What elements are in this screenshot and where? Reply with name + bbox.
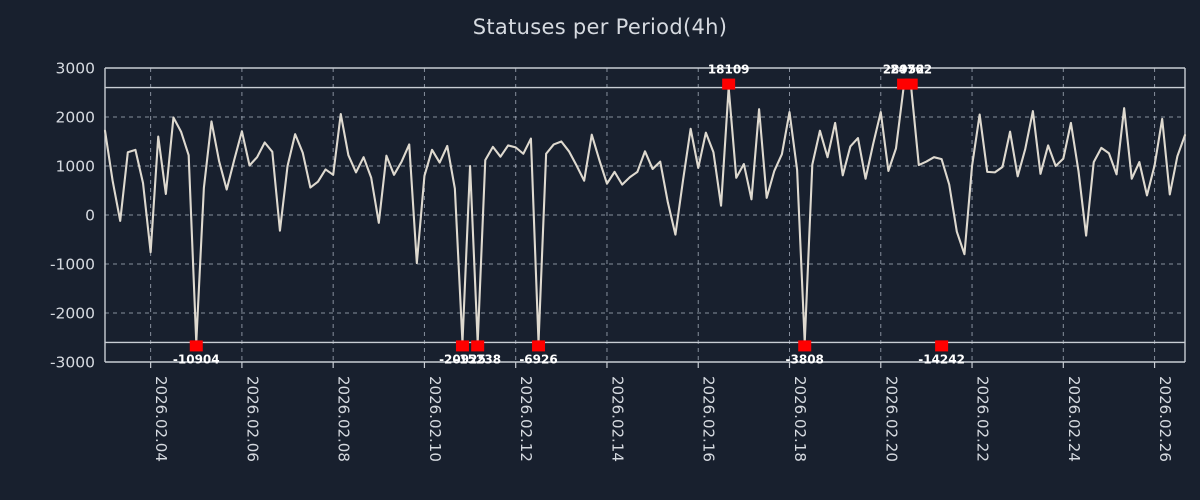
y-axis-tick-label: 2000 bbox=[56, 109, 95, 127]
outlier-value-label: -15238 bbox=[454, 352, 501, 366]
outlier-value-label: -6926 bbox=[519, 352, 557, 366]
y-axis-tick-label: -3000 bbox=[50, 354, 95, 372]
chart-title: Statuses per Period(4h) bbox=[472, 15, 728, 39]
outlier-value-label: -10904 bbox=[173, 352, 220, 366]
outlier-marker[interactable] bbox=[935, 340, 949, 352]
y-axis-tick-label: -2000 bbox=[50, 305, 95, 323]
x-axis-tick-label: 2026.02.16 bbox=[700, 376, 718, 462]
x-axis-tick-label: 2026.02.14 bbox=[608, 376, 626, 462]
outlier-marker[interactable] bbox=[798, 340, 812, 352]
x-axis-tick-label: 2026.02.06 bbox=[243, 376, 261, 462]
y-axis-tick-label: 3000 bbox=[56, 60, 95, 78]
outlier-value-label: -14242 bbox=[918, 352, 965, 366]
outlier-marker[interactable] bbox=[455, 340, 469, 352]
x-axis-tick-label: 2026.02.20 bbox=[882, 376, 900, 462]
outlier-marker[interactable] bbox=[722, 78, 736, 90]
x-axis-tick-label: 2026.02.04 bbox=[152, 376, 170, 462]
x-axis-tick-label: 2026.02.10 bbox=[426, 376, 444, 462]
outlier-marker[interactable] bbox=[471, 340, 485, 352]
outlier-value-label: 24762 bbox=[890, 63, 932, 77]
outlier-marker[interactable] bbox=[904, 78, 918, 90]
outlier-value-label: -20925 bbox=[439, 352, 486, 366]
outlier-value-label: -3808 bbox=[786, 352, 824, 366]
outlier-marker[interactable] bbox=[189, 340, 203, 352]
outlier-value-label: 18109 bbox=[708, 63, 750, 77]
x-axis-tick-label: 2026.02.12 bbox=[517, 376, 535, 462]
x-axis-tick-label: 2026.02.18 bbox=[791, 376, 809, 462]
y-axis-tick-label: 1000 bbox=[56, 158, 95, 176]
x-axis-tick-label: 2026.02.26 bbox=[1156, 376, 1174, 462]
y-axis-tick-label: 0 bbox=[85, 207, 95, 225]
outlier-value-label: 28952 bbox=[883, 63, 925, 77]
x-axis-tick-label: 2026.02.22 bbox=[974, 376, 992, 462]
y-axis-tick-label: -1000 bbox=[50, 256, 95, 274]
outlier-marker[interactable] bbox=[532, 340, 546, 352]
data-series-line bbox=[103, 86, 1187, 344]
x-axis-tick-label: 2026.02.08 bbox=[335, 376, 353, 462]
outlier-marker[interactable] bbox=[897, 78, 911, 90]
x-axis-tick-label: 2026.02.24 bbox=[1065, 376, 1083, 462]
